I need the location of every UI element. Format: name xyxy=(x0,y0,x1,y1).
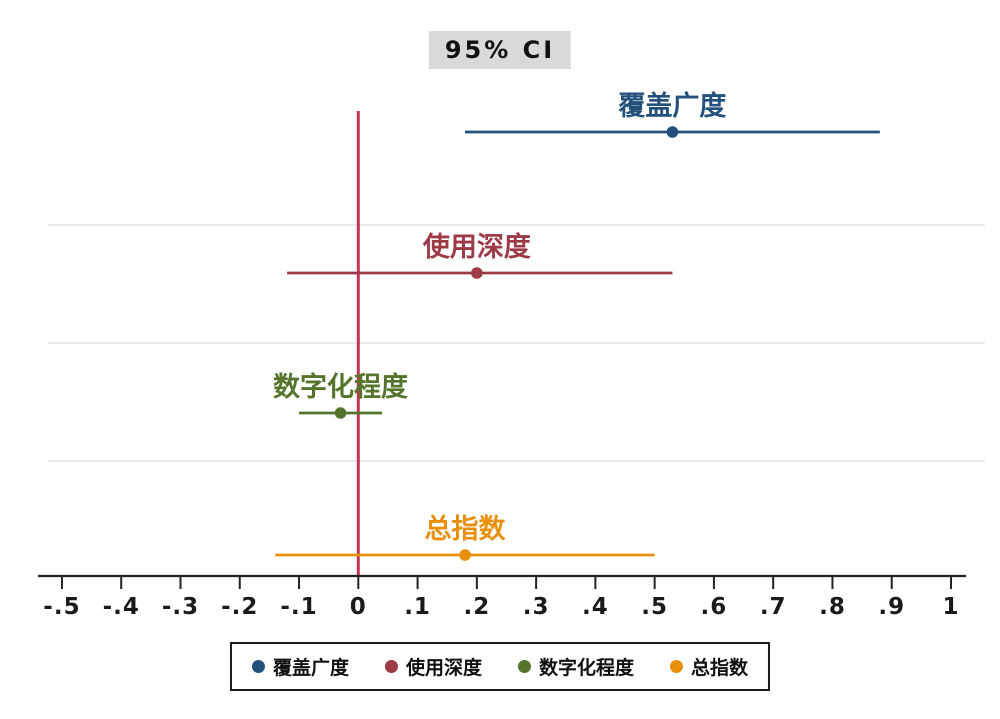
x-tick-label: .6 xyxy=(701,594,728,620)
series-label-total-index: 总指数 xyxy=(424,514,506,545)
legend-item-coverage-breadth: 覆盖广度 xyxy=(251,653,349,680)
x-tick-label: .9 xyxy=(878,594,905,620)
legend-item-usage-depth: 使用深度 xyxy=(384,653,482,680)
series-label-coverage-breadth: 覆盖广度 xyxy=(618,90,726,122)
legend-item-digitalization-degree: 数字化程度 xyxy=(518,653,634,680)
x-tick-label: -.1 xyxy=(280,594,317,620)
legend-item-label: 数字化程度 xyxy=(539,657,635,679)
x-tick-label: 1 xyxy=(942,594,959,620)
x-tick-label: .4 xyxy=(582,594,609,620)
x-tick-label: .5 xyxy=(641,594,668,620)
legend: 覆盖广度 使用深度 数字化程度 总指数 xyxy=(229,642,771,691)
legend-marker-dot xyxy=(251,660,265,673)
estimate-dot-total-index xyxy=(459,549,471,561)
x-tick-label: -.2 xyxy=(221,594,258,620)
x-tick-label: 0 xyxy=(350,594,367,620)
x-tick-label: .1 xyxy=(404,594,431,620)
series-label-digitalization-degree: 数字化程度 xyxy=(273,371,408,403)
estimate-dot-coverage-breadth xyxy=(666,126,679,138)
estimate-dot-usage-depth xyxy=(471,267,483,279)
x-tick-label: -.5 xyxy=(43,594,80,620)
x-tick-label: .3 xyxy=(523,594,550,620)
legend-marker-dot xyxy=(670,660,684,673)
legend-item-label: 使用深度 xyxy=(405,657,482,679)
x-tick-label: .7 xyxy=(760,594,787,620)
x-tick-label: -.3 xyxy=(162,594,199,620)
estimate-dot-digitalization-degree xyxy=(334,407,347,419)
series-label-usage-depth: 使用深度 xyxy=(422,231,531,263)
chart-title: 95% CI xyxy=(428,31,572,69)
x-tick-label: -.4 xyxy=(103,594,140,620)
legend-item-total-index: 总指数 xyxy=(670,653,748,680)
x-tick-label: .8 xyxy=(819,594,846,620)
legend-item-label: 覆盖广度 xyxy=(272,657,349,679)
x-tick-label: .2 xyxy=(463,594,490,620)
legend-item-label: 总指数 xyxy=(691,657,749,679)
legend-marker-dot xyxy=(518,660,531,673)
legend-marker-dot xyxy=(384,660,398,673)
